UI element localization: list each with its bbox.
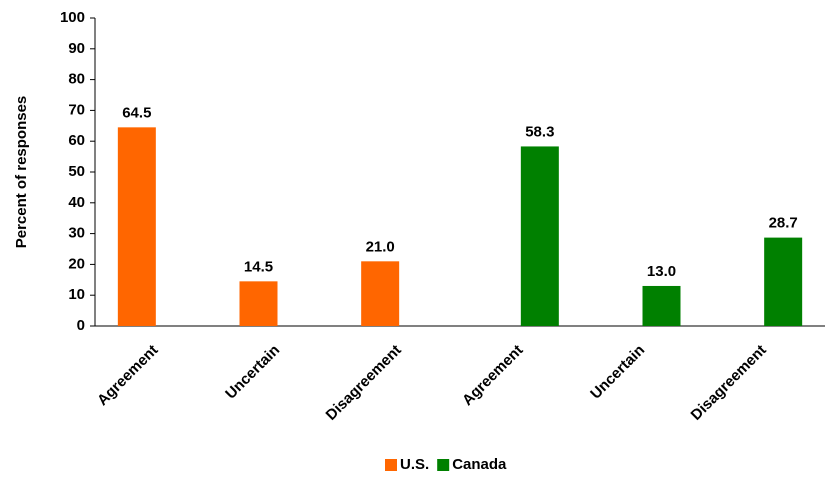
- data-label: 13.0: [647, 263, 676, 280]
- legend-swatch: [385, 459, 397, 471]
- y-tick-label: 90: [68, 40, 85, 57]
- x-tick-label: Uncertain: [587, 342, 648, 403]
- y-tick-label: 100: [60, 9, 85, 26]
- y-tick-label: 70: [68, 101, 85, 118]
- data-label: 58.3: [525, 123, 554, 140]
- legend-label: U.S.: [400, 456, 429, 473]
- bar: [642, 285, 681, 326]
- data-label: 28.7: [769, 215, 798, 232]
- data-label: 64.5: [122, 104, 151, 121]
- y-tick-label: 30: [68, 225, 85, 242]
- data-label: 21.0: [366, 238, 395, 255]
- bar: [520, 146, 559, 326]
- y-tick-label: 40: [68, 194, 85, 211]
- x-tick-label: Disagreement: [688, 342, 770, 424]
- bar: [239, 281, 278, 326]
- y-tick-label: 60: [68, 132, 85, 149]
- bar: [764, 237, 803, 326]
- data-label: 14.5: [244, 258, 273, 275]
- y-tick-label: 50: [68, 163, 85, 180]
- x-tick-label: Agreement: [94, 342, 161, 409]
- y-tick-label: 80: [68, 71, 85, 88]
- y-tick-label: 20: [68, 255, 85, 272]
- y-axis-title: Percent of responses: [13, 96, 30, 249]
- x-tick-label: Disagreement: [323, 342, 405, 424]
- bar: [361, 261, 400, 326]
- legend-swatch: [437, 459, 450, 471]
- x-tick-label: Uncertain: [222, 342, 283, 403]
- x-tick-label: Agreement: [459, 342, 526, 409]
- y-tick-label: 0: [77, 317, 85, 334]
- legend-label: Canada: [452, 456, 507, 473]
- bar: [117, 127, 156, 326]
- y-tick-label: 10: [68, 286, 85, 303]
